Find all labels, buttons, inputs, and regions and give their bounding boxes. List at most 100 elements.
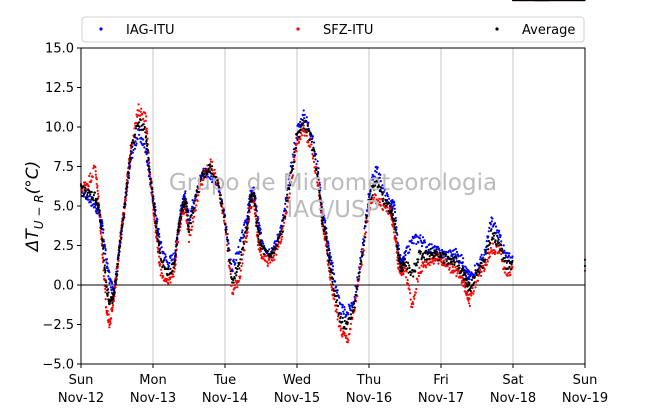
data-point [412,295,415,298]
data-point [364,221,367,224]
data-point [435,248,438,251]
data-point [190,228,193,231]
data-point [119,233,122,236]
data-point [193,207,196,210]
data-point [370,198,373,201]
data-point [106,288,110,291]
data-point [346,341,349,344]
data-point [100,221,103,224]
data-point [104,287,107,291]
data-point [416,280,419,283]
data-point [164,253,167,256]
data-point [122,219,125,222]
data-point [202,169,205,172]
data-point [384,194,387,197]
data-point [338,296,341,299]
data-point [461,266,464,269]
data-point [241,229,244,232]
data-point [421,254,424,257]
data-point [343,319,346,323]
data-point [143,127,146,130]
data-point [145,142,148,145]
data-point [511,255,514,258]
data-point [241,246,245,249]
data-point [312,160,316,163]
data-point [330,286,333,289]
data-point [223,214,226,217]
data-point [121,222,124,225]
data-point [237,252,240,255]
data-point [132,148,135,152]
data-point [105,285,108,288]
data-point [107,320,110,323]
data-point [256,226,259,229]
data-point [394,222,397,225]
data-point [401,267,404,270]
data-point [143,146,146,149]
data-point [345,334,348,337]
data-point [112,297,115,301]
data-point [131,139,134,142]
data-point [419,252,422,255]
data-point [493,241,497,244]
data-point [126,186,129,189]
data-point [241,248,244,251]
data-point [461,261,464,264]
data-point [261,240,264,243]
data-point [192,220,195,223]
data-point [248,204,251,207]
legend-marker [296,27,300,31]
data-point [195,204,198,207]
data-point [302,122,305,125]
data-point [224,230,228,234]
data-point [328,251,331,254]
data-point [298,131,301,134]
data-point [456,253,460,256]
data-point [460,253,463,257]
data-point [160,259,163,262]
data-point [167,264,170,268]
data-point [284,209,287,212]
y-tick-label: 15.0 [45,42,74,57]
data-point [395,241,398,244]
data-point [92,199,95,202]
data-point [489,223,492,226]
data-point [266,260,269,263]
data-point [444,255,447,258]
data-point [123,213,126,216]
data-point [356,285,359,288]
data-point [106,293,109,297]
x-tick-label-day: Tue [213,373,236,388]
data-point [363,227,366,230]
data-point [298,140,301,143]
data-point [456,260,460,263]
data-point [431,252,434,255]
data-point [237,245,240,249]
data-point [479,268,482,272]
data-point [323,229,326,232]
data-point [464,281,467,284]
data-point [468,297,471,300]
data-point [291,153,294,156]
data-point [206,175,210,178]
data-point [207,167,210,170]
data-point [470,294,473,297]
data-point [218,194,221,197]
data-point [478,271,481,274]
data-point [409,273,412,277]
data-point [166,263,169,266]
data-point [388,201,391,205]
data-point [102,246,105,249]
data-point [312,146,315,149]
data-point [103,259,106,262]
data-point [146,137,149,140]
data-point [346,337,349,340]
data-point [92,194,95,197]
data-point [480,265,483,268]
data-point [472,281,475,285]
data-point [299,120,302,124]
data-point [407,245,410,248]
data-point [203,175,206,178]
data-point [177,228,180,231]
data-point [498,229,501,232]
